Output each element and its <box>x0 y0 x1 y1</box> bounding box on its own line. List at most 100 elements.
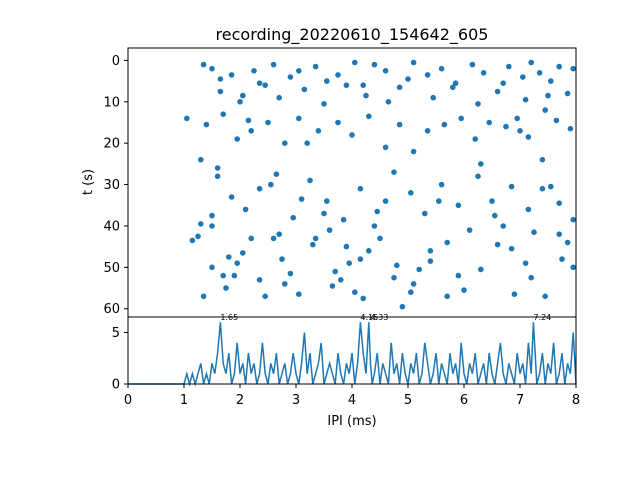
spike-point <box>570 264 576 271</box>
spike-point <box>472 136 479 142</box>
spike-point <box>374 208 381 215</box>
spike-point <box>441 121 448 128</box>
spike-point <box>478 266 484 273</box>
spike-point <box>424 128 431 134</box>
spike-point <box>228 194 235 200</box>
spike-point <box>234 260 240 267</box>
spike-point <box>500 80 507 86</box>
spike-point <box>548 183 554 190</box>
spike-point <box>522 96 529 103</box>
histogram-x-tick-label: 1 <box>180 393 188 408</box>
spike-point <box>539 156 546 163</box>
spike-point <box>217 88 224 95</box>
spike-point <box>270 235 277 242</box>
spike-point <box>410 59 417 66</box>
spike-point <box>343 82 350 88</box>
spike-point <box>231 272 238 279</box>
spike-point <box>553 117 560 124</box>
spike-point <box>556 231 562 237</box>
spike-point <box>494 241 501 248</box>
spike-point <box>200 61 207 68</box>
spike-point <box>396 84 403 91</box>
spike-point <box>466 227 473 233</box>
spike-point <box>570 216 576 223</box>
spike-point <box>548 78 554 84</box>
spike-point <box>296 68 302 74</box>
spike-point <box>360 82 367 88</box>
peak-label: 7.24 <box>533 313 551 322</box>
spike-point <box>455 202 462 209</box>
spike-point <box>559 256 565 262</box>
spike-point <box>265 119 271 126</box>
spike-point <box>198 221 204 227</box>
spike-point <box>296 115 302 122</box>
spike-point <box>394 262 400 269</box>
histogram-x-tick-label: 4 <box>348 393 356 408</box>
peak-label: 4.15 <box>360 313 378 322</box>
spike-point <box>195 233 201 240</box>
spike-point <box>525 206 532 213</box>
spike-point <box>248 128 254 134</box>
spike-point <box>517 128 523 134</box>
spike-point <box>200 293 207 300</box>
spike-point <box>366 113 372 120</box>
spike-point <box>410 148 417 155</box>
spike-point <box>436 198 442 204</box>
spike-point <box>427 248 434 254</box>
spike-point <box>335 72 341 78</box>
spike-point <box>338 277 344 283</box>
histogram-x-ticks: 0 1 2 3 4 5 6 7 8 <box>124 384 580 408</box>
spike-point <box>360 295 367 302</box>
spike-point <box>251 68 257 74</box>
spike-point <box>556 200 562 206</box>
spike-point <box>307 177 313 184</box>
spike-point <box>352 289 358 296</box>
spike-point <box>270 61 277 68</box>
spike-point <box>296 291 302 298</box>
spike-point <box>494 88 501 95</box>
spike-point <box>410 281 417 287</box>
spike-point <box>326 227 333 233</box>
spike-point <box>444 239 451 246</box>
spike-point <box>315 128 322 134</box>
spike-point <box>226 254 232 260</box>
peak-label: 4.33 <box>370 313 388 322</box>
spike-point <box>184 115 190 122</box>
spike-point <box>399 303 406 310</box>
spike-point <box>321 210 327 217</box>
spike-point <box>382 144 389 151</box>
spike-point <box>500 223 507 229</box>
spike-point <box>324 78 330 84</box>
spike-point <box>452 80 459 86</box>
histogram-x-tick-label: 5 <box>404 393 412 408</box>
spike-point <box>256 185 263 192</box>
spike-point <box>528 274 534 281</box>
spike-point <box>352 59 358 66</box>
spike-point <box>332 268 339 275</box>
spike-point <box>520 74 526 80</box>
spike-point <box>349 132 355 138</box>
spike-point <box>450 84 456 91</box>
spike-point <box>282 140 288 146</box>
spike-point <box>511 291 518 298</box>
spike-point <box>382 198 389 204</box>
spike-point <box>422 210 428 217</box>
spike-point <box>335 119 341 126</box>
spike-point <box>248 235 254 242</box>
spike-point <box>382 68 389 74</box>
spike-point <box>217 76 224 82</box>
spike-point <box>287 74 294 80</box>
spike-point <box>209 223 215 229</box>
spike-point <box>203 121 210 128</box>
spike-point <box>492 212 498 219</box>
spike-point <box>564 90 571 97</box>
spike-point <box>478 161 484 167</box>
spike-point <box>304 140 311 146</box>
spike-point <box>508 245 515 252</box>
spike-point <box>329 283 336 289</box>
spike-point <box>256 277 263 283</box>
spike-point <box>240 92 246 99</box>
